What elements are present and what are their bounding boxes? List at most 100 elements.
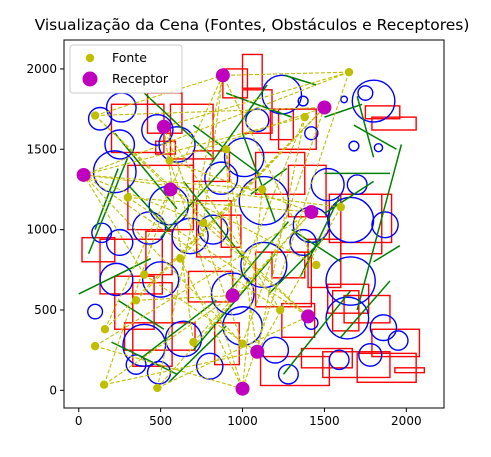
receiver-point (235, 381, 250, 396)
obstacle-rect (241, 53, 263, 89)
source-receiver-path (170, 188, 317, 266)
source-receiver-path (256, 117, 306, 352)
y-tick-label: 0 (49, 383, 57, 397)
source-receiver-path (143, 274, 258, 353)
axis-ticks: 0 500 1000 1500 2000 0 500 1000 1500 2000 (26, 62, 421, 428)
obstacle-circle (340, 95, 349, 104)
obstacle-rect (307, 238, 342, 289)
obstacle-rect (300, 347, 353, 369)
obstacle-rect (195, 199, 232, 258)
source-receiver-path (83, 174, 204, 224)
source-point (140, 270, 149, 279)
source-receiver-path (156, 75, 224, 389)
path-segment (87, 157, 129, 255)
source-receiver-path (104, 351, 258, 386)
obstacle-circle (245, 108, 270, 133)
source-receiver-path (163, 126, 281, 311)
path-segment (241, 132, 276, 222)
obstacle-rect (99, 238, 163, 295)
obstacle-circle (373, 142, 384, 153)
source-receiver-path (179, 107, 325, 259)
source-receiver-path (94, 345, 243, 390)
source-point (123, 193, 133, 202)
obstacle-circle (104, 129, 136, 160)
obstacle-circle (348, 140, 360, 152)
source-point (221, 145, 231, 154)
source-receiver-path (94, 211, 312, 347)
obstacle-circle (122, 323, 167, 367)
path-segment (353, 124, 397, 150)
obstacle-circle (371, 211, 399, 239)
source-receiver-path (232, 116, 306, 296)
obstacle-circle (357, 85, 374, 101)
source-point (300, 112, 309, 122)
receiver-point (76, 167, 91, 182)
source-receiver-path (94, 74, 224, 117)
obstacle-circle (289, 228, 317, 257)
obstacle-rect (394, 367, 426, 374)
obstacle-circle (387, 330, 409, 351)
path-segment (168, 325, 227, 383)
obstacle-rect (222, 68, 249, 99)
obstacle-circle (310, 167, 345, 202)
obstacle-rect (327, 283, 370, 314)
path-segment (117, 299, 165, 330)
source-point (238, 339, 247, 348)
legend-label-receptor: Receptor (112, 71, 169, 86)
obstacle-circle (328, 349, 350, 371)
source-receiver-path (241, 189, 263, 389)
path-segment (282, 290, 352, 375)
path-segment (250, 167, 288, 195)
source-point (344, 67, 354, 77)
obstacle-rect (81, 236, 116, 263)
source-receiver-path (83, 174, 145, 275)
plot-area (76, 53, 426, 396)
source-point (312, 260, 321, 270)
source-receiver-path (225, 149, 258, 352)
y-tick-label: 1500 (26, 142, 57, 156)
obstacle-circle (195, 352, 224, 380)
obstacle-circle (261, 336, 290, 364)
obstacle-circle (87, 303, 104, 320)
source-receiver-path (83, 174, 243, 345)
obstacle-rect (281, 302, 316, 338)
obstacle-circle (105, 228, 134, 257)
x-tick-label: 1000 (227, 414, 258, 428)
source-receiver-path (135, 107, 325, 301)
path-segment (111, 341, 178, 375)
source-point (131, 296, 141, 305)
source-point (336, 202, 346, 212)
source-point (257, 185, 267, 194)
source-point (100, 325, 110, 334)
receiver-point (250, 344, 265, 359)
receiver-point (304, 204, 319, 219)
source-point (165, 156, 174, 165)
source-point (199, 218, 208, 228)
source-point (276, 305, 285, 315)
path-segment (140, 299, 217, 359)
x-tick-label: 500 (149, 414, 172, 428)
receiver-point (163, 182, 178, 197)
source-point (90, 111, 100, 120)
x-tick-label: 2000 (391, 414, 422, 428)
obstacle-rect (371, 116, 417, 131)
y-tick-label: 1000 (26, 223, 57, 237)
path-segment (291, 228, 342, 263)
obstacle-circle (346, 174, 368, 195)
obstacle-rect (114, 275, 155, 330)
source-receiver-path (95, 106, 325, 117)
obstacle-circle (87, 106, 113, 131)
source-receiver-path (94, 115, 309, 317)
obstacle-circle (325, 296, 370, 340)
path-segment (299, 197, 340, 279)
path-segment (324, 103, 363, 118)
obstacle-circle (277, 363, 299, 385)
path-segment (324, 180, 374, 215)
path-segment (225, 92, 292, 118)
source-receiver-path (163, 71, 350, 128)
source-receiver-path (169, 106, 325, 162)
receiver-point (225, 288, 240, 303)
obstacle-circle (369, 314, 398, 342)
source-receiver-path (103, 189, 171, 385)
x-tick-label: 1500 (309, 414, 340, 428)
